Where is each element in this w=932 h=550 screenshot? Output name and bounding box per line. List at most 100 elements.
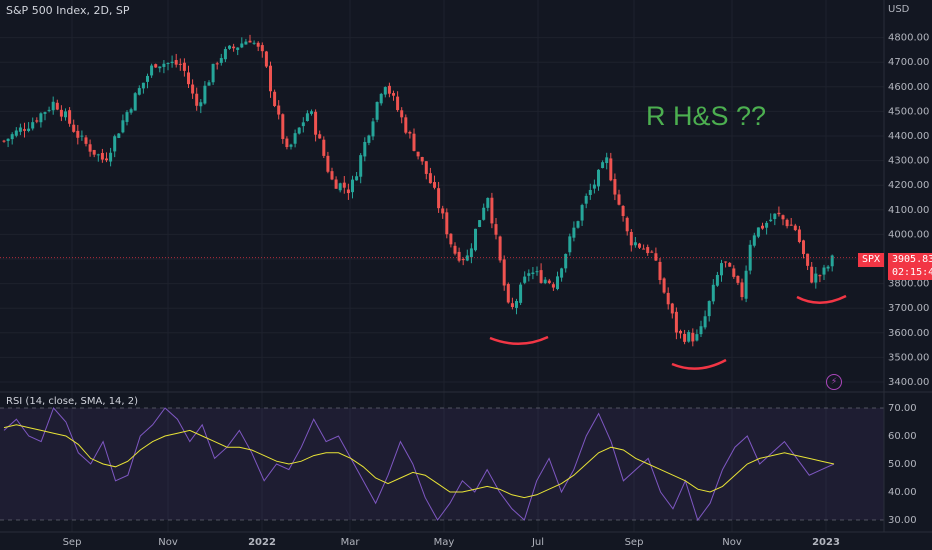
candle-body: [810, 266, 814, 283]
candle-body: [232, 46, 236, 49]
candle-body: [420, 157, 424, 162]
candle-body: [154, 64, 158, 68]
candle-body: [117, 133, 121, 138]
candle-body: [170, 61, 174, 64]
candle-body: [826, 266, 830, 269]
candle-body: [228, 45, 231, 49]
candle-body: [199, 102, 203, 107]
candle-body: [219, 58, 223, 63]
candle-body: [670, 303, 674, 314]
candle-body: [732, 268, 736, 277]
price-tick-label: 4600.00: [888, 82, 929, 93]
candle-body: [449, 233, 453, 245]
candle-body: [621, 205, 625, 216]
price-tick-label: 3600.00: [888, 328, 929, 339]
candle-body: [531, 272, 535, 275]
candle-body: [301, 122, 305, 127]
candle-body: [211, 63, 215, 83]
candle-body: [703, 316, 707, 328]
candle-body: [43, 112, 47, 114]
price-tick-label: 4700.00: [888, 57, 929, 68]
candle-body: [761, 225, 764, 229]
candle-body: [441, 208, 445, 214]
candle-body: [416, 151, 420, 157]
candle-body: [105, 158, 108, 161]
candle-body: [474, 228, 477, 251]
candle-body: [256, 42, 260, 47]
candle-body: [617, 194, 621, 205]
candle-body: [662, 278, 666, 293]
candle-body: [424, 161, 428, 174]
candle-body: [392, 93, 395, 96]
candle-body: [76, 130, 80, 138]
candle-body: [121, 120, 125, 133]
candle-body: [273, 91, 277, 106]
lightning-icon[interactable]: ⚡: [826, 374, 842, 390]
candle-body: [715, 274, 719, 286]
candle-body: [404, 117, 408, 133]
candle-body: [264, 51, 268, 67]
candle-body: [666, 292, 670, 305]
candle-body: [203, 85, 207, 104]
candle-body: [568, 236, 572, 253]
grid: [0, 0, 884, 532]
candle-body: [744, 270, 748, 299]
candle-body: [133, 93, 137, 111]
candle-body: [773, 213, 777, 220]
candle-body: [59, 109, 63, 117]
candle-body: [756, 227, 760, 237]
candle-body: [605, 157, 609, 164]
candle-body: [322, 139, 326, 156]
candle-body: [580, 205, 584, 221]
candle-body: [711, 284, 715, 302]
candle-body: [113, 136, 117, 152]
candle-body: [551, 284, 555, 288]
candle-body: [806, 253, 810, 266]
price-tick-label: 4200.00: [888, 180, 929, 191]
candle-body: [68, 110, 72, 124]
candle-body: [137, 88, 141, 95]
candle-body: [633, 242, 637, 246]
countdown-tag: 02:15:41: [888, 266, 932, 280]
candle-body: [23, 129, 26, 131]
time-tick-label: Jul: [531, 537, 544, 548]
candle-body: [687, 332, 691, 342]
candle-body: [305, 113, 309, 122]
time-tick-label: 2022: [248, 537, 276, 548]
candles: [2, 34, 834, 347]
candle-body: [646, 247, 650, 254]
candle-body: [478, 220, 482, 227]
candle-body: [781, 215, 785, 220]
candle-body: [158, 66, 162, 69]
candle-body: [752, 235, 756, 246]
candle-body: [527, 273, 531, 276]
candle-body: [293, 133, 297, 144]
rsi-tick-label: 30.00: [888, 515, 917, 526]
candle-body: [638, 243, 641, 248]
chart-title: S&P 500 Index, 2D, SP: [6, 4, 130, 17]
candle-body: [18, 127, 22, 132]
candle-body: [560, 268, 564, 278]
candle-body: [428, 173, 432, 184]
candle-body: [314, 111, 318, 135]
candle-body: [642, 248, 646, 250]
rsi-line: [3, 407, 835, 522]
rsi-sma-line: [3, 424, 835, 499]
candle-body: [178, 63, 182, 65]
candle-body: [400, 110, 404, 118]
rsi-tick-label: 50.00: [888, 459, 917, 470]
last-price-tag: 3905.83: [888, 253, 932, 267]
candle-body: [494, 224, 498, 235]
time-tick-label: Nov: [722, 537, 742, 548]
candle-body: [453, 245, 457, 254]
candle-body: [818, 275, 822, 277]
candle-body: [47, 109, 51, 111]
candle-body: [650, 251, 654, 253]
candle-body: [125, 112, 129, 122]
candle-body: [802, 240, 805, 255]
time-axis: Sep Nov 2022 Mar May Jul Sep Nov 2023: [63, 537, 840, 548]
candle-body: [437, 188, 441, 209]
candle-body: [187, 72, 190, 85]
candle-body: [141, 82, 145, 89]
candle-body: [277, 105, 281, 115]
